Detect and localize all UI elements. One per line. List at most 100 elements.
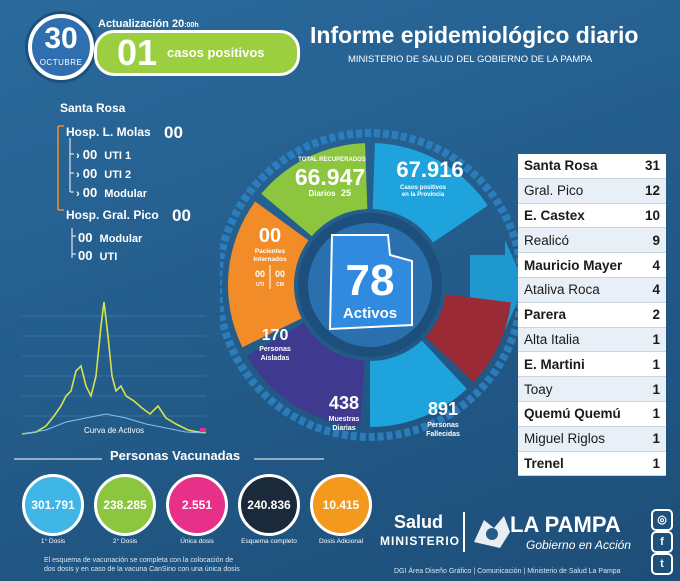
hosp-pico-uti: 00 UTI	[78, 248, 117, 263]
city-value: 4	[652, 257, 660, 273]
update-bar: Actualización 20:00h	[90, 14, 288, 34]
city-value: 12	[644, 183, 660, 199]
city-row: Parera 2	[518, 302, 666, 328]
update-label-text: Actualización 20	[98, 18, 185, 30]
vaccination-note: El esquema de vacunación se completa con…	[44, 556, 344, 574]
city-value: 9	[652, 232, 660, 248]
twitter-icon[interactable]: t	[651, 553, 673, 575]
hosp-modular: › 00 Modular	[76, 185, 147, 200]
city-row: Realicó 9	[518, 228, 666, 254]
city-name: Realicó	[524, 232, 570, 248]
recovered-daily-label: Diarios	[308, 189, 336, 198]
hospitalized-label-1: Pacientes	[255, 248, 286, 255]
hosp-uti2: › 00 UTI 2	[76, 166, 131, 181]
cm-label: CM	[276, 282, 284, 288]
cities-table: Santa Rosa 31 Gral. Pico 12 E. Castex 10 Reali…	[518, 154, 666, 477]
city-name: Ataliva Roca	[524, 282, 600, 298]
city-value: 10	[644, 207, 660, 223]
vaccine-circle: 10.415	[310, 474, 372, 536]
deceased-label-1: Personas	[427, 422, 459, 429]
segment-deceased	[425, 294, 511, 382]
date-badge: 30 OCTUBRE	[28, 14, 94, 80]
city-row: Alta Italia 1	[518, 327, 666, 353]
stats-ring: 78 Activos TOTAL RECUPERADOS 66.947 Diar…	[220, 129, 520, 441]
active-label: Activos	[343, 305, 397, 322]
vaccine-circle: 301.791	[22, 474, 84, 536]
hospital-tree-lines	[57, 125, 76, 258]
uti-value: 00	[255, 269, 265, 279]
positives-label-1: Casos positivos	[400, 185, 447, 191]
segment-hospitalized	[228, 201, 309, 348]
update-time: :00h	[184, 22, 199, 29]
city-name: Quemú Quemú	[524, 406, 621, 422]
isolated-label-1: Personas	[259, 346, 291, 353]
facebook-icon[interactable]: f	[651, 531, 673, 553]
city-row: Mauricio Mayer 4	[518, 253, 666, 278]
city-value: 4	[652, 282, 660, 298]
vaccine-label: Esquema completo	[241, 538, 297, 545]
city-name: Gral. Pico	[524, 183, 584, 199]
active-curve-chart	[21, 301, 207, 435]
pico-modular-value: 00	[78, 230, 93, 245]
recovered-value: 66.947	[295, 164, 365, 190]
hosp-pico: Hosp. Gral. Pico 00	[66, 206, 191, 226]
uti2-value: 00	[82, 166, 98, 181]
vaccination-note-1: El esquema de vacunación se completa con…	[44, 557, 234, 564]
hosp-molas: Hosp. L. Molas 00	[66, 123, 183, 143]
uti2-label: UTI 2	[104, 169, 132, 181]
deceased-value: 891	[428, 399, 458, 419]
hosp-uti1: › 00 UTI 1	[76, 147, 131, 162]
secondary-curve-line	[21, 413, 207, 435]
footer-credits: DGI Área Diseño Gráfico | Comunicación |…	[394, 568, 621, 575]
logo-divider	[463, 512, 465, 552]
city-row: E. Castex 10	[518, 203, 666, 229]
hosp-pico-value: 00	[172, 206, 191, 225]
gobierno-logo-text: Gobierno en Acción	[526, 538, 631, 552]
date-month: OCTUBRE	[39, 58, 83, 67]
recovered-daily-value: 25	[341, 188, 351, 198]
vaccine-value: 2.551	[181, 498, 213, 512]
chart-caption: Curva de Activos	[84, 426, 145, 435]
segment-samples	[370, 340, 467, 427]
city-name: Toay	[524, 381, 553, 397]
vaccinated-title: Personas Vacunadas	[110, 448, 241, 463]
arrow-right-icon: ›	[76, 188, 80, 200]
city-row: Quemú Quemú 1	[518, 401, 666, 427]
city-value: 1	[652, 406, 660, 422]
uti1-value: 00	[82, 147, 98, 162]
city-row: Gral. Pico 12	[518, 178, 666, 204]
report-subtitle: MINISTERIO DE SALUD DEL GOBIERNO DE LA P…	[348, 54, 593, 65]
city-name: Parera	[524, 307, 567, 323]
la-pampa-logo-text: LA PAMPA	[510, 512, 621, 537]
hosp-pico-label: Hosp. Gral. Pico	[66, 208, 159, 223]
date-day: 30	[44, 22, 78, 55]
vaccine-circle: 240.836	[238, 474, 300, 536]
update-label: Actualización 20:00h	[90, 18, 199, 30]
instagram-icon[interactable]: ◎	[651, 509, 673, 531]
current-marker	[200, 428, 206, 432]
city-name: E. Castex	[524, 207, 585, 223]
active-value: 78	[346, 256, 395, 305]
vaccine-circle: 2.551	[166, 474, 228, 536]
city-value: 1	[652, 356, 660, 372]
city-value: 1	[652, 431, 660, 447]
city-row: E. Martini 1	[518, 352, 666, 378]
vacc-title-rule	[14, 458, 324, 460]
new-cases-value: 01	[117, 32, 158, 73]
segment-positives	[372, 143, 488, 243]
recovered-title: TOTAL RECUPERADOS	[298, 157, 366, 163]
uti-label: UTI	[256, 282, 265, 288]
city-value: 1	[652, 331, 660, 347]
vaccine-circle: 238.285	[94, 474, 156, 536]
segment-isolated	[247, 323, 365, 427]
modular-label: Modular	[104, 188, 148, 200]
arrow-right-icon: ›	[76, 150, 80, 162]
city-name: E. Martini	[524, 356, 585, 372]
vaccine-value: 10.415	[322, 498, 360, 512]
vaccine-value: 240.836	[247, 498, 291, 512]
segment-recovered	[261, 143, 368, 237]
new-cases-label: casos positivos	[167, 45, 265, 60]
positives-value: 67.916	[396, 157, 463, 182]
ministerio-logo-text: MINISTERIO	[380, 534, 461, 548]
city-name: Trenel	[524, 455, 564, 471]
